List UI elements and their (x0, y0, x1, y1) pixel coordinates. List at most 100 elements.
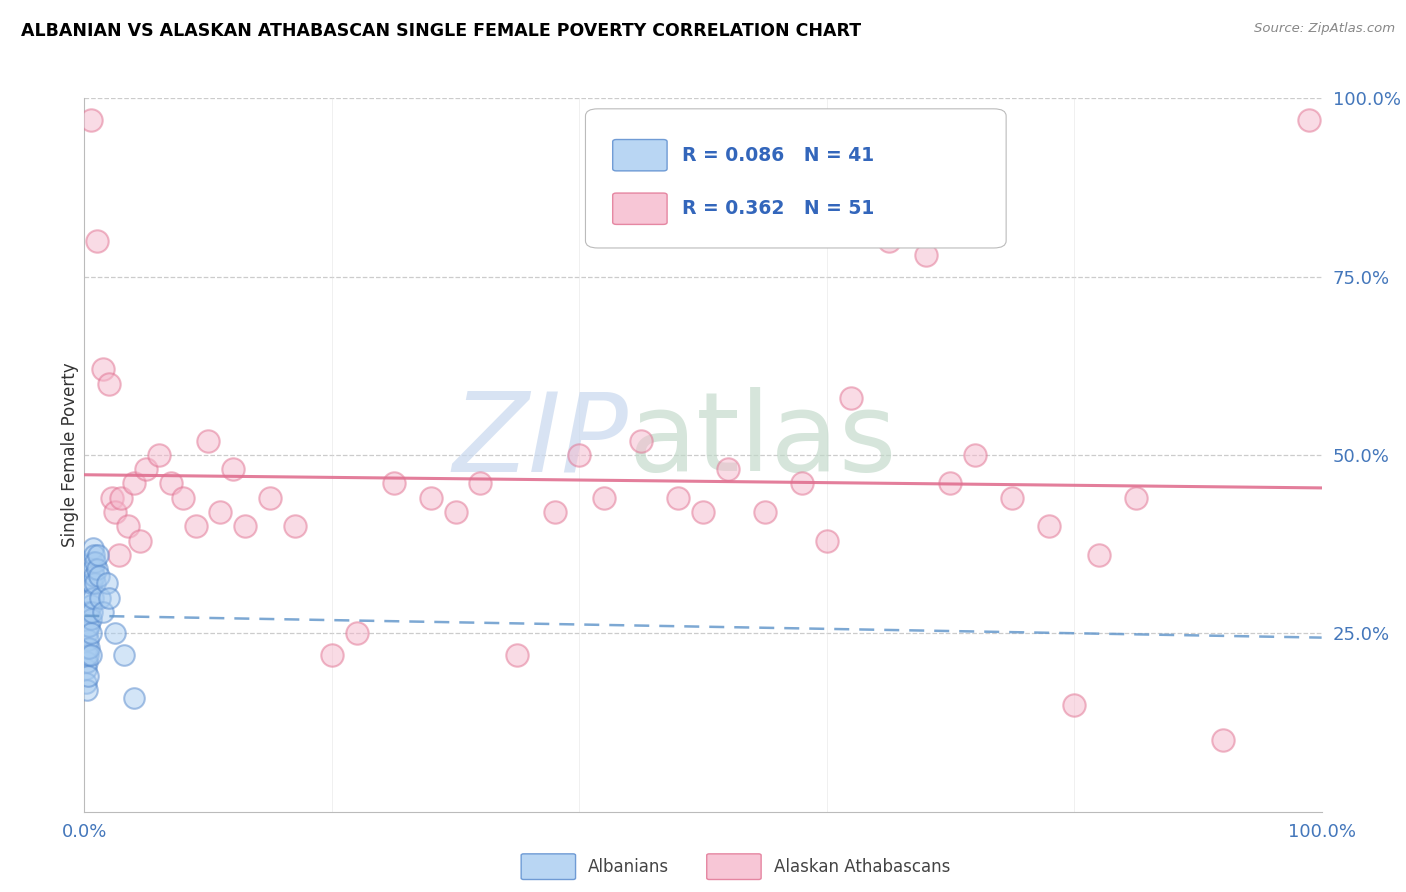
Text: R = 0.362   N = 51: R = 0.362 N = 51 (682, 199, 875, 219)
Point (86, 562, 108, 576)
Point (877, 234, 900, 248)
Point (77, 633, 100, 648)
Point (82, 591, 104, 605)
Point (76, 683, 98, 698)
Point (89, 591, 111, 605)
Point (77, 669, 100, 683)
Point (1298, 112, 1320, 127)
Point (346, 626, 368, 640)
Point (82, 562, 104, 576)
Point (841, 391, 863, 405)
Point (80, 605, 103, 619)
Point (790, 476, 813, 491)
Point (112, 648, 135, 662)
Point (172, 491, 194, 505)
Point (77, 605, 100, 619)
Point (284, 519, 307, 533)
Point (75, 676, 97, 690)
Point (79, 605, 101, 619)
Text: Alaskan Athabascans: Alaskan Athabascans (773, 858, 950, 876)
Point (82, 541, 104, 555)
FancyBboxPatch shape (613, 139, 666, 171)
Point (79, 591, 101, 605)
Point (122, 476, 145, 491)
Point (135, 462, 157, 476)
Point (754, 505, 776, 519)
Point (197, 434, 219, 448)
Point (79, 626, 101, 640)
Point (87, 548, 110, 562)
Point (100, 491, 122, 505)
Point (98, 376, 121, 391)
Point (76, 655, 98, 669)
Text: ALBANIAN VS ALASKAN ATHABASCAN SINGLE FEMALE POVERTY CORRELATION CHART: ALBANIAN VS ALASKAN ATHABASCAN SINGLE FE… (21, 22, 862, 40)
Point (184, 519, 207, 533)
Y-axis label: Single Female Poverty: Single Female Poverty (62, 363, 80, 547)
Point (79, 612, 101, 626)
Point (209, 505, 232, 519)
Point (84, 555, 107, 569)
FancyBboxPatch shape (707, 854, 761, 880)
Point (1001, 491, 1024, 505)
Point (129, 533, 152, 548)
Point (79, 640, 101, 655)
Point (79, 576, 101, 591)
Point (815, 533, 838, 548)
FancyBboxPatch shape (585, 109, 1007, 248)
Text: Albanians: Albanians (588, 858, 669, 876)
Point (1063, 698, 1085, 712)
Point (568, 448, 591, 462)
Point (79, 112, 101, 127)
Point (543, 505, 565, 519)
Point (98, 591, 121, 605)
Point (160, 476, 183, 491)
Point (444, 505, 467, 519)
Point (692, 505, 714, 519)
Point (382, 476, 405, 491)
Point (593, 491, 616, 505)
FancyBboxPatch shape (613, 193, 666, 225)
Point (83, 569, 105, 583)
Point (259, 491, 281, 505)
Point (79, 619, 101, 633)
Point (1038, 519, 1060, 533)
Point (117, 519, 139, 533)
Point (470, 476, 492, 491)
Text: Source: ZipAtlas.com: Source: ZipAtlas.com (1254, 22, 1395, 36)
Point (91, 362, 114, 376)
Point (717, 462, 740, 476)
Point (666, 491, 689, 505)
Point (80, 576, 103, 591)
Point (86, 234, 108, 248)
Point (1212, 733, 1234, 747)
Point (965, 448, 987, 462)
Point (1088, 548, 1111, 562)
Text: atlas: atlas (628, 387, 897, 494)
Point (914, 248, 936, 262)
Point (506, 648, 529, 662)
Point (630, 434, 652, 448)
Point (222, 462, 245, 476)
Text: ZIP: ZIP (453, 387, 628, 494)
Point (75, 662, 97, 676)
Point (76, 640, 98, 655)
Point (110, 491, 132, 505)
Point (108, 548, 131, 562)
Point (939, 476, 962, 491)
Point (1125, 491, 1147, 505)
Point (77, 619, 100, 633)
Point (83, 548, 105, 562)
Point (84, 576, 107, 591)
Point (89, 569, 111, 583)
Point (148, 448, 170, 462)
Point (75, 648, 97, 662)
Point (91, 605, 114, 619)
Point (104, 505, 127, 519)
Point (104, 626, 127, 640)
Text: R = 0.086   N = 41: R = 0.086 N = 41 (682, 145, 875, 165)
Point (122, 690, 145, 705)
Point (79, 648, 101, 662)
Point (419, 491, 441, 505)
Point (79, 598, 101, 612)
FancyBboxPatch shape (522, 854, 575, 880)
